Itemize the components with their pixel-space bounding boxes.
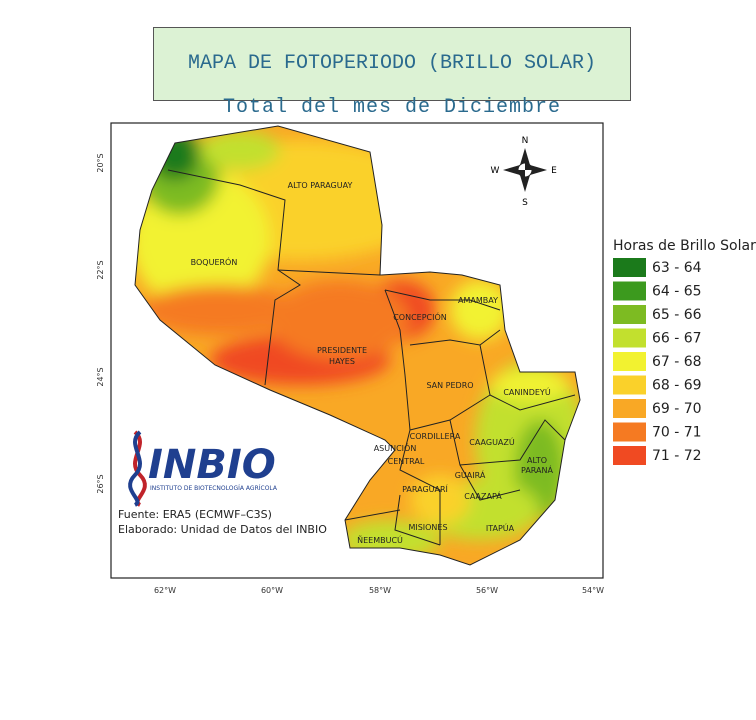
legend-swatch — [613, 328, 646, 348]
department-label: ÑEEMBUCÚ — [357, 534, 403, 545]
title-box: MAPA DE FOTOPERIODO (BRILLO SOLAR) — [153, 27, 631, 101]
legend-label: 64 - 65 — [652, 284, 702, 300]
legend-label: 69 - 70 — [652, 401, 702, 417]
department-label-line: CONCEPCIÓN — [393, 311, 447, 322]
legend-label: 66 - 67 — [652, 331, 702, 347]
department-label-line: AMAMBAY — [458, 296, 498, 305]
source-line: Elaborado: Unidad de Datos del INBIO — [118, 523, 327, 536]
department-label-line: CAAZAPÁ — [464, 490, 502, 501]
department-label-line: SAN PEDRO — [426, 381, 473, 390]
department-label: CENTRAL — [388, 457, 425, 466]
legend-swatch — [613, 258, 646, 277]
compass-label: W — [491, 166, 500, 176]
legend-swatch — [613, 399, 646, 418]
latitude-ticks: 20°S 22°S 24°S 26°S — [96, 153, 105, 493]
department-label: CAAZAPÁ — [464, 490, 502, 501]
source-line: Fuente: ERA5 (ECMWF–C3S) — [118, 508, 272, 521]
legend-label: 65 - 66 — [652, 307, 702, 323]
department-label-line: CORDILLERA — [410, 432, 461, 441]
legend-label: 68 - 69 — [652, 378, 702, 394]
department-label: BOQUERÓN — [191, 256, 238, 267]
department-labels: ALTO PARAGUAY BOQUERÓN CONCEPCIÓN AMAMBA… — [191, 181, 554, 545]
lat-tick-label: 22°S — [96, 260, 105, 279]
department-label: CAAGUAZÚ — [469, 436, 515, 447]
lon-tick-label: 62°W — [154, 586, 176, 595]
legend-swatch — [613, 281, 646, 301]
legend-swatch — [613, 305, 646, 324]
department-label-line: PRESIDENTE — [317, 346, 367, 355]
department-label: ALTO PARANÁ — [521, 456, 553, 475]
title: MAPA DE FOTOPERIODO (BRILLO SOLAR) — [187, 52, 597, 75]
department-label: CANINDEYÚ — [503, 386, 550, 397]
department-label: ASUNCIÓN — [374, 442, 417, 453]
logo-tagline: INSTITUTO DE BIOTECNOLOGÍA AGRÍCOLA — [150, 485, 278, 492]
department-label-line: PARAGUARÍ — [402, 483, 448, 494]
department-label-line: CAAGUAZÚ — [469, 436, 515, 447]
department-label-line: PARANÁ — [521, 464, 553, 475]
subtitle: Total del mes de Diciembre — [222, 96, 562, 119]
department-label-line: ITAPÚA — [486, 522, 515, 533]
department-label: GUAIRÁ — [455, 469, 486, 480]
legend-swatch — [613, 375, 646, 395]
lon-tick-label: 58°W — [369, 586, 391, 595]
department-label-line: ASUNCIÓN — [374, 442, 417, 453]
department-label-line: HAYES — [329, 357, 355, 366]
legend-swatch — [613, 446, 646, 465]
borders — [134, 125, 581, 566]
logo: INBIO INSTITUTO DE BIOTECNOLOGÍA AGRÍCOL… — [128, 430, 278, 507]
lon-tick-label: 60°W — [261, 586, 283, 595]
department-label: PRESIDENTE HAYES — [317, 346, 367, 366]
department-label: ALTO PARAGUAY — [288, 181, 353, 190]
legend-label: 70 - 71 — [652, 425, 702, 441]
logo-name: INBIO — [148, 442, 276, 488]
legend-label: 63 - 64 — [652, 260, 702, 276]
department-label-line: CANINDEYÚ — [503, 386, 550, 397]
legend-label: 71 - 72 — [652, 448, 702, 464]
department-label: ITAPÚA — [486, 522, 515, 533]
lon-tick-label: 56°W — [476, 586, 498, 595]
department-label-line: ALTO PARAGUAY — [288, 181, 353, 190]
compass-label: E — [551, 166, 557, 176]
department-label-line: MISIONES — [408, 523, 447, 532]
legend-swatch — [613, 422, 646, 442]
department-label-line: CENTRAL — [388, 457, 425, 466]
department-label: SAN PEDRO — [426, 381, 473, 390]
department-label: AMAMBAY — [458, 296, 498, 305]
compass-label: S — [522, 198, 528, 208]
department-label: MISIONES — [408, 523, 447, 532]
department-label-line: ALTO — [527, 456, 547, 465]
department-label-line: BOQUERÓN — [191, 256, 238, 267]
lat-tick-label: 24°S — [96, 367, 105, 386]
compass-label: N — [522, 136, 529, 146]
compass: N S E W — [491, 136, 558, 208]
legend-label: 67 - 68 — [652, 354, 702, 370]
lat-tick-label: 20°S — [96, 153, 105, 172]
legend-title: Horas de Brillo Solar — [613, 238, 756, 254]
department-label-line: GUAIRÁ — [455, 469, 486, 480]
department-label-line: ÑEEMBUCÚ — [357, 534, 403, 545]
department-label: PARAGUARÍ — [402, 483, 448, 494]
legend: 63 - 64 64 - 65 65 - 66 66 - 67 67 - 68 68 - … — [613, 258, 702, 465]
longitude-ticks: 62°W 60°W 58°W 56°W 54°W — [154, 586, 604, 595]
department-label: CORDILLERA — [410, 432, 461, 441]
lat-tick-label: 26°S — [96, 474, 105, 493]
legend-swatch — [613, 352, 646, 371]
department-label: CONCEPCIÓN — [393, 311, 447, 322]
lon-tick-label: 54°W — [582, 586, 604, 595]
